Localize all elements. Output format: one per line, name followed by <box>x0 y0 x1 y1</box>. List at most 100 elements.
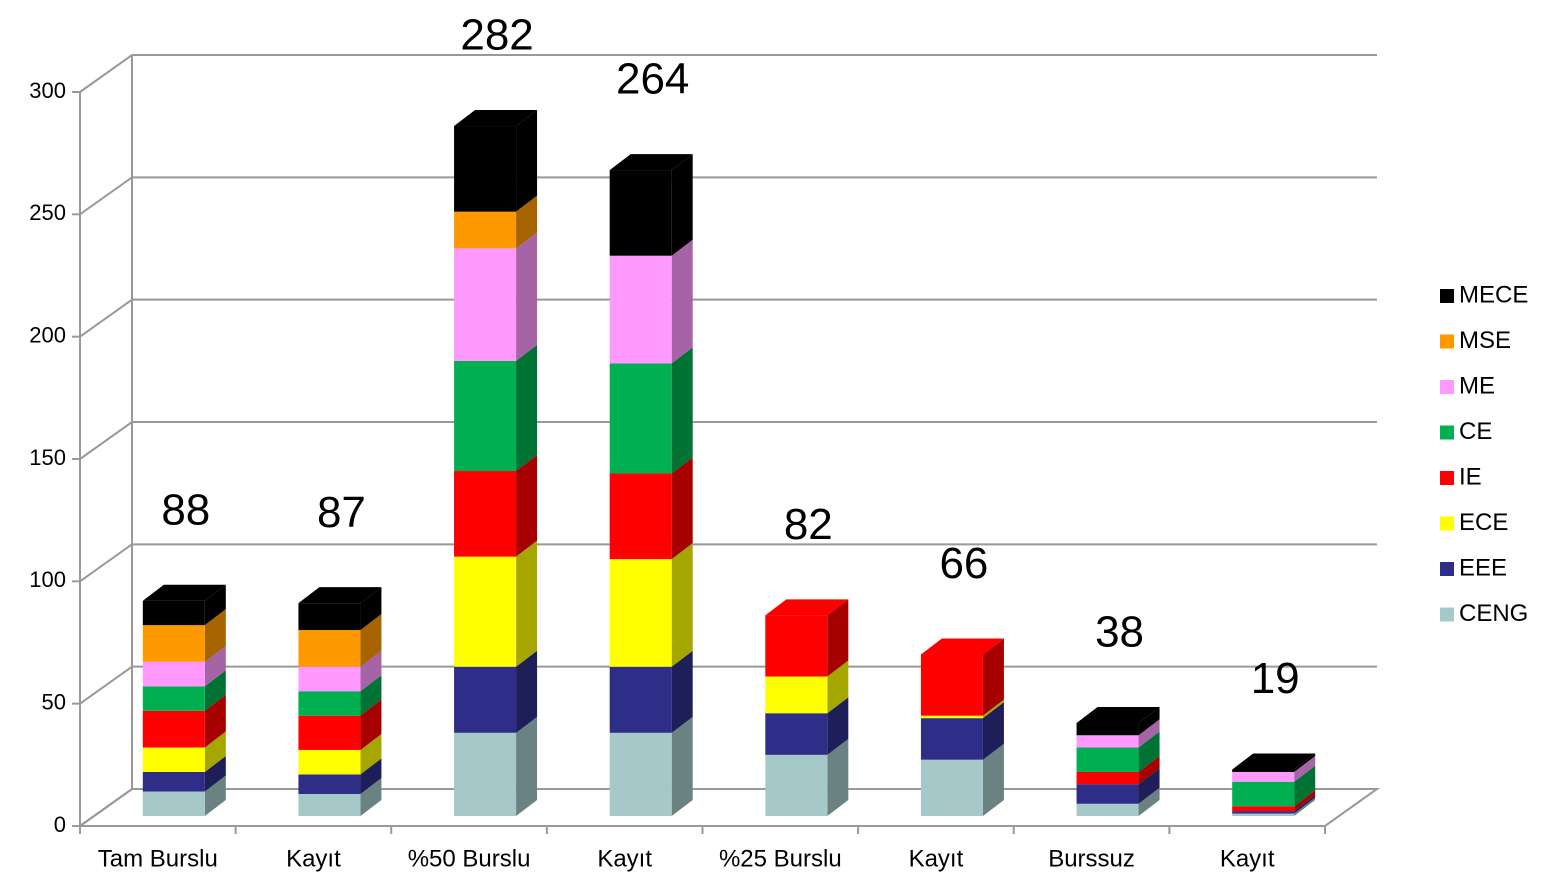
legend-label: ME <box>1459 372 1495 399</box>
bar-side <box>516 716 538 816</box>
x-tick-label: Kayıt <box>286 845 341 872</box>
total-label: 282 <box>460 11 533 60</box>
grid-line <box>79 54 133 93</box>
bar-side <box>204 694 226 748</box>
bar <box>1232 813 1295 816</box>
bar-side <box>204 670 226 711</box>
bar <box>920 654 983 716</box>
bar <box>454 666 517 733</box>
floor <box>76 788 1381 827</box>
grid-line <box>79 176 133 216</box>
bar-side <box>1294 795 1316 814</box>
bar-side <box>1294 797 1316 816</box>
x-tick-label: Kayıt <box>1220 845 1275 872</box>
legend-label: MSE <box>1459 327 1511 354</box>
bar-side <box>982 702 1004 760</box>
bar <box>298 630 361 667</box>
grid-line <box>79 665 133 705</box>
bar <box>298 774 361 794</box>
bar <box>142 661 205 687</box>
bar-side <box>1294 790 1316 812</box>
y-tick-label: 200 <box>29 322 66 347</box>
legend-swatch <box>1440 334 1454 349</box>
bar-side <box>204 755 226 792</box>
bar <box>765 713 828 755</box>
bar-side <box>982 743 1004 816</box>
bar <box>142 747 205 772</box>
bar <box>142 710 205 748</box>
bar-side <box>1294 755 1316 782</box>
y-tick-label: 250 <box>29 200 66 225</box>
bar-side <box>671 347 693 474</box>
bar-side <box>671 154 693 256</box>
bar <box>1076 803 1139 816</box>
bar-side <box>204 645 226 687</box>
bar <box>920 718 983 760</box>
bar <box>454 211 517 249</box>
bar <box>1232 771 1295 782</box>
bar-side <box>671 650 693 733</box>
bar <box>1232 811 1295 814</box>
bar <box>609 255 672 364</box>
total-label: 88 <box>161 485 210 534</box>
bar <box>1076 747 1139 772</box>
y-tick-label: 150 <box>29 445 66 470</box>
bar <box>454 248 517 361</box>
bar-side <box>516 232 538 361</box>
legend-label: MECE <box>1459 281 1528 308</box>
total-label: 66 <box>939 539 988 588</box>
legend-swatch <box>1440 471 1454 485</box>
bar <box>298 691 361 716</box>
bar <box>454 471 517 557</box>
x-tick-label: Burssuz <box>1048 845 1135 872</box>
bar-side <box>1138 707 1160 736</box>
bar <box>1076 723 1139 736</box>
grid-line <box>79 788 133 827</box>
grid-line <box>79 543 133 583</box>
bar <box>142 686 205 711</box>
bar <box>454 360 517 472</box>
bar-side <box>1138 755 1160 785</box>
bar-side <box>204 609 226 662</box>
bar-side <box>360 587 382 631</box>
bar <box>1232 781 1295 807</box>
bar <box>609 732 672 816</box>
bar-side <box>516 650 538 733</box>
bar-side <box>360 614 382 667</box>
bar-side <box>1138 719 1160 748</box>
bar-top <box>609 154 693 171</box>
bar-side <box>1138 768 1160 804</box>
legend-swatch <box>1440 562 1454 576</box>
x-tick-label: Kayıt <box>909 845 964 872</box>
total-label: 87 <box>317 488 366 537</box>
y-tick-label: 0 <box>54 812 66 837</box>
bar-side <box>1138 731 1160 772</box>
bar <box>142 791 205 816</box>
total-label: 38 <box>1095 608 1144 657</box>
bar <box>765 615 828 677</box>
bar-side <box>827 738 849 816</box>
bar-side <box>516 455 538 557</box>
bar <box>298 793 361 816</box>
bar-side <box>516 195 538 249</box>
bar-side <box>1138 787 1160 816</box>
bar <box>142 600 205 626</box>
bar <box>609 559 672 667</box>
bar <box>142 771 205 792</box>
legend-swatch <box>1440 425 1454 440</box>
total-label: 264 <box>616 55 689 104</box>
bar <box>1076 735 1139 748</box>
bar <box>609 363 672 474</box>
x-tick-label: Kayıt <box>597 845 652 872</box>
bar <box>765 676 828 714</box>
legend-label: IE <box>1459 463 1482 490</box>
grid-line <box>79 421 133 460</box>
bar-side <box>360 675 382 716</box>
legend-swatch <box>1440 607 1454 622</box>
bar <box>765 754 828 816</box>
bar-side <box>516 344 538 472</box>
bar <box>298 715 361 750</box>
bar <box>609 170 672 256</box>
bar-side <box>360 650 382 692</box>
